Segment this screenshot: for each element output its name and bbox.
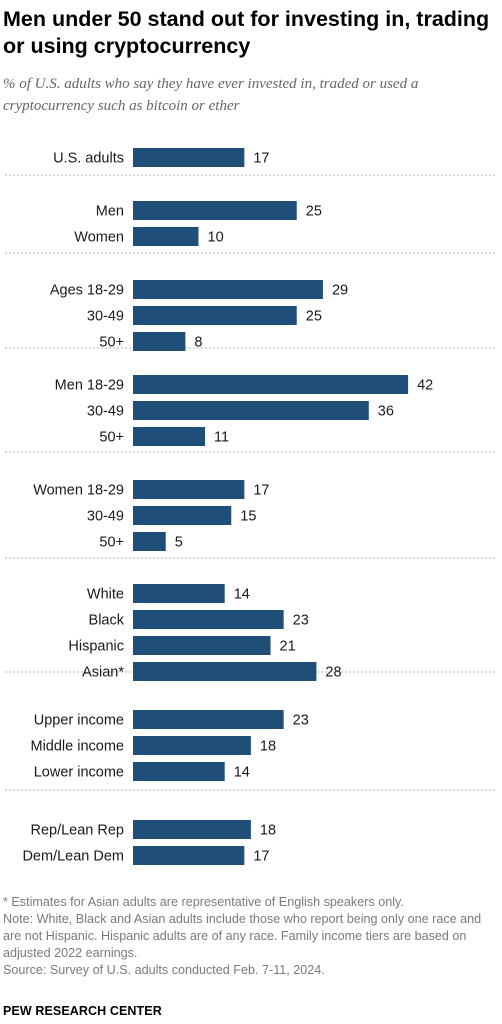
value-label: 5 [175,535,183,551]
footnote-source: Source: Survey of U.S. adults conducted … [3,963,325,977]
value-label: 17 [253,849,269,865]
value-label: 14 [234,587,250,603]
value-label: 18 [260,739,276,755]
bar [133,280,323,299]
bar [133,480,245,499]
bar [133,610,284,629]
category-label: Women [74,230,124,246]
bar [133,584,225,603]
category-label: Rep/Lean Rep [30,823,124,839]
category-label: U.S. adults [53,151,124,167]
footnote-asian: * Estimates for Asian adults are represe… [3,895,404,909]
bar [133,227,199,246]
bar [133,820,251,839]
value-label: 36 [378,404,394,420]
category-label: Women 18-29 [33,483,124,499]
bar [133,532,166,551]
bar [133,506,232,525]
category-label: Upper income [34,713,124,729]
value-label: 18 [260,823,276,839]
bar [133,710,284,729]
category-label: 50+ [99,535,124,551]
value-label: 10 [208,230,224,246]
value-label: 11 [214,430,229,446]
bar [133,306,297,325]
bar [133,401,369,420]
bar [133,148,245,167]
category-label: Men 18-29 [55,378,124,394]
value-label: 23 [293,713,309,729]
chart-title: Men under 50 stand out for investing in,… [3,7,490,58]
category-label: 30-49 [87,404,124,420]
category-label: 50+ [99,430,124,446]
category-label: Lower income [34,765,124,781]
value-label: 25 [306,204,322,220]
bar [133,201,297,220]
value-label: 21 [280,639,296,655]
value-label: 14 [234,765,250,781]
category-label: Asian* [82,665,124,681]
category-label: Hispanic [68,639,124,655]
value-label: 29 [332,283,348,299]
category-label: Men [96,204,124,220]
value-label: 23 [293,613,309,629]
chart-subtitle: % of U.S. adults who say they have ever … [3,76,419,114]
category-label: 30-49 [87,309,124,325]
value-label: 28 [325,665,341,681]
category-label: Middle income [31,739,125,755]
value-label: 15 [240,509,256,525]
bar [133,762,225,781]
footnotes: * Estimates for Asian adults are represe… [3,894,499,979]
category-label: Black [89,613,125,629]
bar [133,427,206,446]
category-label: Dem/Lean Dem [22,849,124,865]
value-label: 8 [194,335,202,351]
footnote-note: Note: White, Black and Asian adults incl… [3,912,482,960]
bar [133,846,245,865]
bar-chart: U.S. adults 17 Men 25 Women 10 Ages 18-29 29 30-… [5,148,497,865]
category-label: Ages 18-29 [50,283,124,299]
category-label: White [87,587,124,603]
value-label: 42 [417,378,433,394]
bar [133,662,317,681]
value-label: 17 [253,151,269,167]
bar [133,636,271,655]
category-label: 30-49 [87,509,124,525]
brand-label: PEW RESEARCH CENTER [3,1004,162,1018]
bar [133,375,409,394]
value-label: 17 [253,483,269,499]
bar [133,332,186,351]
value-label: 25 [306,309,322,325]
bar [133,736,251,755]
category-label: 50+ [99,335,124,351]
